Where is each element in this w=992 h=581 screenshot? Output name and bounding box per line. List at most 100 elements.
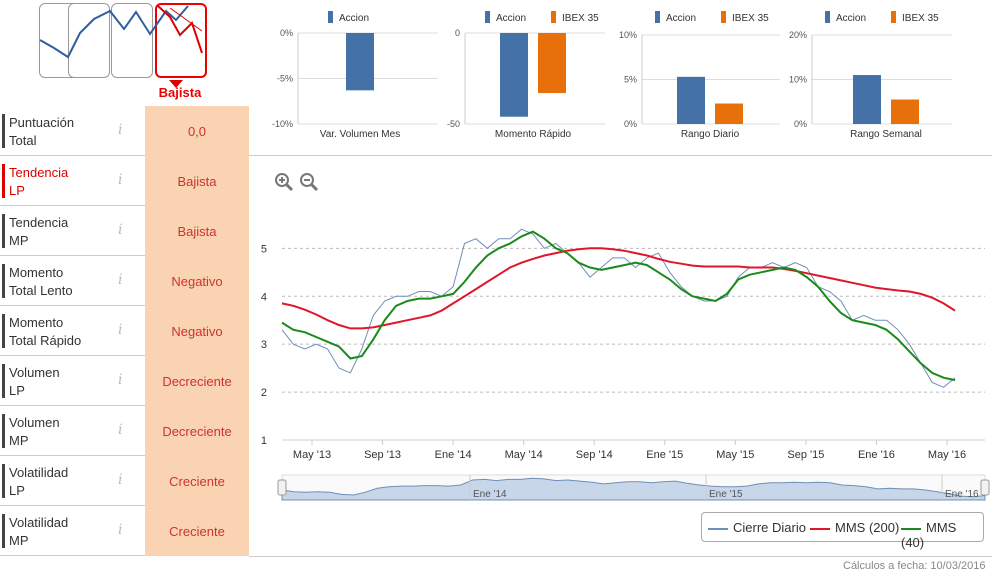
main-line-chart: 1 2 3 4 5 May '13 Sep '13 Ene '14 May '14 Sep '14… bbox=[261, 228, 990, 501]
bar-ibex[interactable] bbox=[538, 33, 566, 94]
bar-accion[interactable] bbox=[500, 33, 528, 117]
bar-accion[interactable] bbox=[677, 76, 705, 124]
legend-label-mms200: MMS (200) bbox=[835, 520, 900, 535]
indicator-name-line2: Total Lento bbox=[9, 283, 73, 298]
row-marker bbox=[2, 514, 5, 548]
info-icon[interactable]: i bbox=[118, 222, 123, 238]
indicator-name-line1: Momento bbox=[9, 315, 64, 330]
x-tick-label: May '14 bbox=[505, 449, 543, 461]
legend-label: IBEX 35 bbox=[902, 13, 939, 24]
x-tick-label: May '16 bbox=[928, 449, 966, 461]
legend-swatch bbox=[891, 11, 896, 23]
row-marker bbox=[2, 414, 5, 448]
y-tick-label: 5 bbox=[261, 243, 267, 255]
indicator-value: Negativo bbox=[145, 306, 249, 356]
indicator-name-line2: Total Rápido bbox=[9, 333, 82, 348]
y-tick-label: 0% bbox=[794, 119, 807, 129]
indicator-name-line1: Tendencia bbox=[9, 165, 69, 180]
legend-label-mms40: MMS (40) bbox=[901, 520, 957, 550]
legend-swatch bbox=[825, 11, 830, 23]
legend-label: Accion bbox=[836, 13, 866, 24]
zoom-in-icon[interactable] bbox=[274, 172, 294, 192]
indicator-value: Bajista bbox=[145, 206, 249, 256]
row-marker bbox=[2, 164, 5, 198]
indicator-value: Creciente bbox=[145, 456, 249, 506]
x-tick-label: Ene '15 bbox=[646, 449, 683, 461]
x-tick-label: Sep '14 bbox=[576, 449, 613, 461]
y-tick-label: 0% bbox=[280, 28, 293, 38]
info-icon[interactable]: i bbox=[118, 322, 123, 338]
info-icon[interactable]: i bbox=[118, 122, 123, 138]
legend-swatch bbox=[485, 11, 490, 23]
indicator-name-line2: LP bbox=[9, 483, 25, 498]
info-icon[interactable]: i bbox=[118, 472, 123, 488]
legend-item-mms200[interactable]: MMS (200) bbox=[810, 520, 899, 535]
indicator-name-line2: LP bbox=[9, 183, 25, 198]
trend-option-3[interactable] bbox=[111, 3, 153, 78]
legend-label: Accion bbox=[496, 13, 526, 24]
legend-item-mms40[interactable]: MMS (40) bbox=[901, 520, 983, 550]
info-icon[interactable]: i bbox=[118, 172, 123, 188]
indicator-value: Decreciente bbox=[145, 356, 249, 406]
y-tick-label: 10% bbox=[789, 75, 807, 85]
mini-chart-rango-diario: Accion IBEX 35 10% 5% 0% Rango Diario bbox=[619, 11, 780, 140]
series-line-1 bbox=[281, 247, 956, 330]
chart-legend: Cierre Diario MMS (200) MMS (40) bbox=[701, 512, 984, 550]
trend-selector-lines bbox=[39, 5, 203, 88]
legend-label: IBEX 35 bbox=[562, 13, 599, 24]
chart-title: Rango Diario bbox=[681, 129, 740, 140]
indicator-name-line1: Puntuación bbox=[9, 115, 75, 130]
indicator-name-line2: MP bbox=[9, 433, 29, 448]
indicator-row: Tendencia MP i Bajista bbox=[0, 206, 249, 256]
indicator-name-line2: LP bbox=[9, 383, 25, 398]
series-line-0 bbox=[281, 228, 956, 388]
chart-title: Momento Rápido bbox=[495, 129, 572, 140]
bar-accion[interactable] bbox=[346, 33, 374, 91]
navigator-handle-right[interactable] bbox=[980, 479, 990, 496]
indicator-value: Negativo bbox=[145, 256, 249, 306]
y-tick-label: 10% bbox=[619, 30, 637, 40]
zoom-out-icon[interactable] bbox=[299, 172, 319, 192]
indicator-name-line2: MP bbox=[9, 233, 29, 248]
row-marker bbox=[2, 364, 5, 398]
indicator-row: Volatilidad LP i Creciente bbox=[0, 456, 249, 506]
indicator-name: Volatilidad LP bbox=[9, 464, 68, 500]
indicator-name: Puntuación Total bbox=[9, 114, 74, 150]
navigator-handle-left[interactable] bbox=[277, 479, 287, 496]
navigator-label: Ene '14 bbox=[473, 489, 507, 500]
indicator-name: Momento Total Lento bbox=[9, 264, 73, 300]
legend-swatch-mms40 bbox=[901, 527, 921, 530]
legend-swatch bbox=[655, 11, 660, 23]
legend-label: Accion bbox=[339, 13, 369, 24]
y-tick-label: 20% bbox=[789, 30, 807, 40]
navigator-label: Ene '16 bbox=[945, 489, 979, 500]
legend-item-daily[interactable]: Cierre Diario bbox=[708, 520, 806, 535]
indicator-name-line1: Momento bbox=[9, 265, 64, 280]
bar-accion[interactable] bbox=[853, 75, 881, 124]
trend-line-red bbox=[157, 5, 203, 54]
row-marker bbox=[2, 264, 5, 298]
indicator-name-line2: Total bbox=[9, 133, 37, 148]
legend-swatch-daily bbox=[708, 527, 728, 530]
trend-active-label: Bajista bbox=[158, 85, 202, 100]
indicator-value: 0,0 bbox=[145, 106, 249, 156]
x-tick-label: May '13 bbox=[293, 449, 331, 461]
legend-swatch bbox=[551, 11, 556, 23]
x-tick-label: May '15 bbox=[716, 449, 754, 461]
indicator-name: Volumen LP bbox=[9, 364, 60, 400]
indicator-row: Momento Total Rápido i Negativo bbox=[0, 306, 249, 356]
legend-label-daily: Cierre Diario bbox=[733, 520, 806, 535]
info-icon[interactable]: i bbox=[118, 272, 123, 288]
legend-swatch bbox=[721, 11, 726, 23]
indicator-name: Tendencia LP bbox=[9, 164, 68, 200]
x-tick-label: Ene '16 bbox=[858, 449, 895, 461]
bar-ibex[interactable] bbox=[891, 99, 919, 124]
info-icon[interactable]: i bbox=[118, 422, 123, 438]
indicator-name-line2: MP bbox=[9, 533, 29, 548]
info-icon[interactable]: i bbox=[118, 372, 123, 388]
info-icon[interactable]: i bbox=[118, 522, 123, 538]
y-tick-label: -5% bbox=[277, 74, 293, 84]
y-tick-label: 4 bbox=[261, 291, 267, 303]
calc-date: Cálculos a fecha: 10/03/2016 bbox=[843, 560, 986, 572]
bar-ibex[interactable] bbox=[715, 103, 743, 124]
